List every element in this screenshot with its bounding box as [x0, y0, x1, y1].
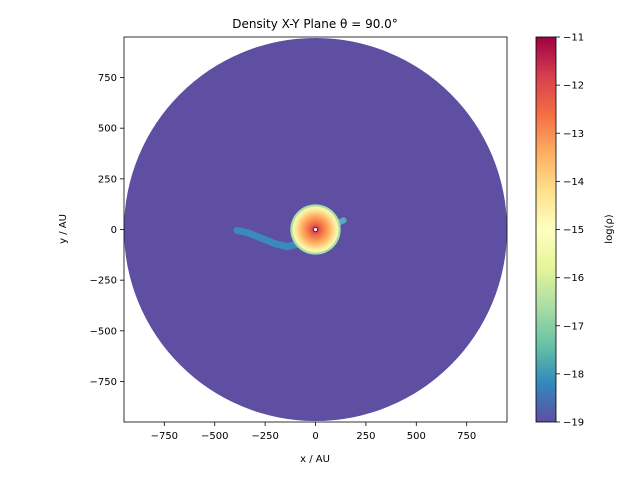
colorbar-tick-label: −11 — [563, 33, 584, 44]
y-tick-label: 250 — [98, 174, 117, 185]
x-axis-label: x / AU — [300, 454, 330, 465]
y-tick-label: −500 — [90, 326, 117, 337]
colorbar-tick-label: −17 — [563, 321, 584, 332]
chart-title: Density X-Y Plane θ = 90.0° — [232, 17, 398, 31]
colorbar-tick-label: −13 — [563, 129, 584, 140]
y-tick-label: −250 — [90, 276, 117, 287]
colorbar-gradient — [535, 36, 557, 423]
y-axis-label: y / AU — [58, 214, 69, 244]
plot-area: −750 −500 −250 0 250 500 750 −750 −500 −250 0 250 5… — [90, 36, 508, 442]
x-tick-label: 500 — [407, 431, 426, 442]
x-tick-label: −250 — [251, 431, 278, 442]
y-tick-label: 0 — [111, 225, 117, 236]
y-tick-label: −750 — [90, 377, 117, 388]
colorbar-tick-label: −16 — [563, 273, 584, 284]
x-tick-label: 250 — [356, 431, 375, 442]
core-center — [312, 226, 319, 233]
x-axis-ticks: −750 −500 −250 0 250 500 750 — [151, 422, 476, 442]
colorbar-tick-label: −18 — [563, 369, 584, 380]
x-tick-label: −500 — [201, 431, 228, 442]
colorbar-ticks: −11 −12 −13 −14 −15 −16 −17 −18 −19 — [556, 33, 584, 429]
colorbar-tick-label: −19 — [563, 418, 584, 429]
y-tick-label: 500 — [98, 124, 117, 135]
x-tick-label: 750 — [457, 431, 476, 442]
y-tick-label: 750 — [98, 73, 117, 84]
colorbar: −11 −12 −13 −14 −15 −16 −17 −18 −19 log(ρ) — [535, 33, 615, 429]
y-axis-ticks: −750 −500 −250 0 250 500 750 — [90, 73, 124, 388]
colorbar-tick-label: −14 — [563, 177, 584, 188]
x-tick-label: 0 — [312, 431, 318, 442]
colorbar-label: log(ρ) — [604, 214, 615, 243]
x-tick-label: −750 — [151, 431, 178, 442]
colorbar-tick-label: −15 — [563, 225, 584, 236]
colorbar-tick-label: −12 — [563, 81, 584, 92]
